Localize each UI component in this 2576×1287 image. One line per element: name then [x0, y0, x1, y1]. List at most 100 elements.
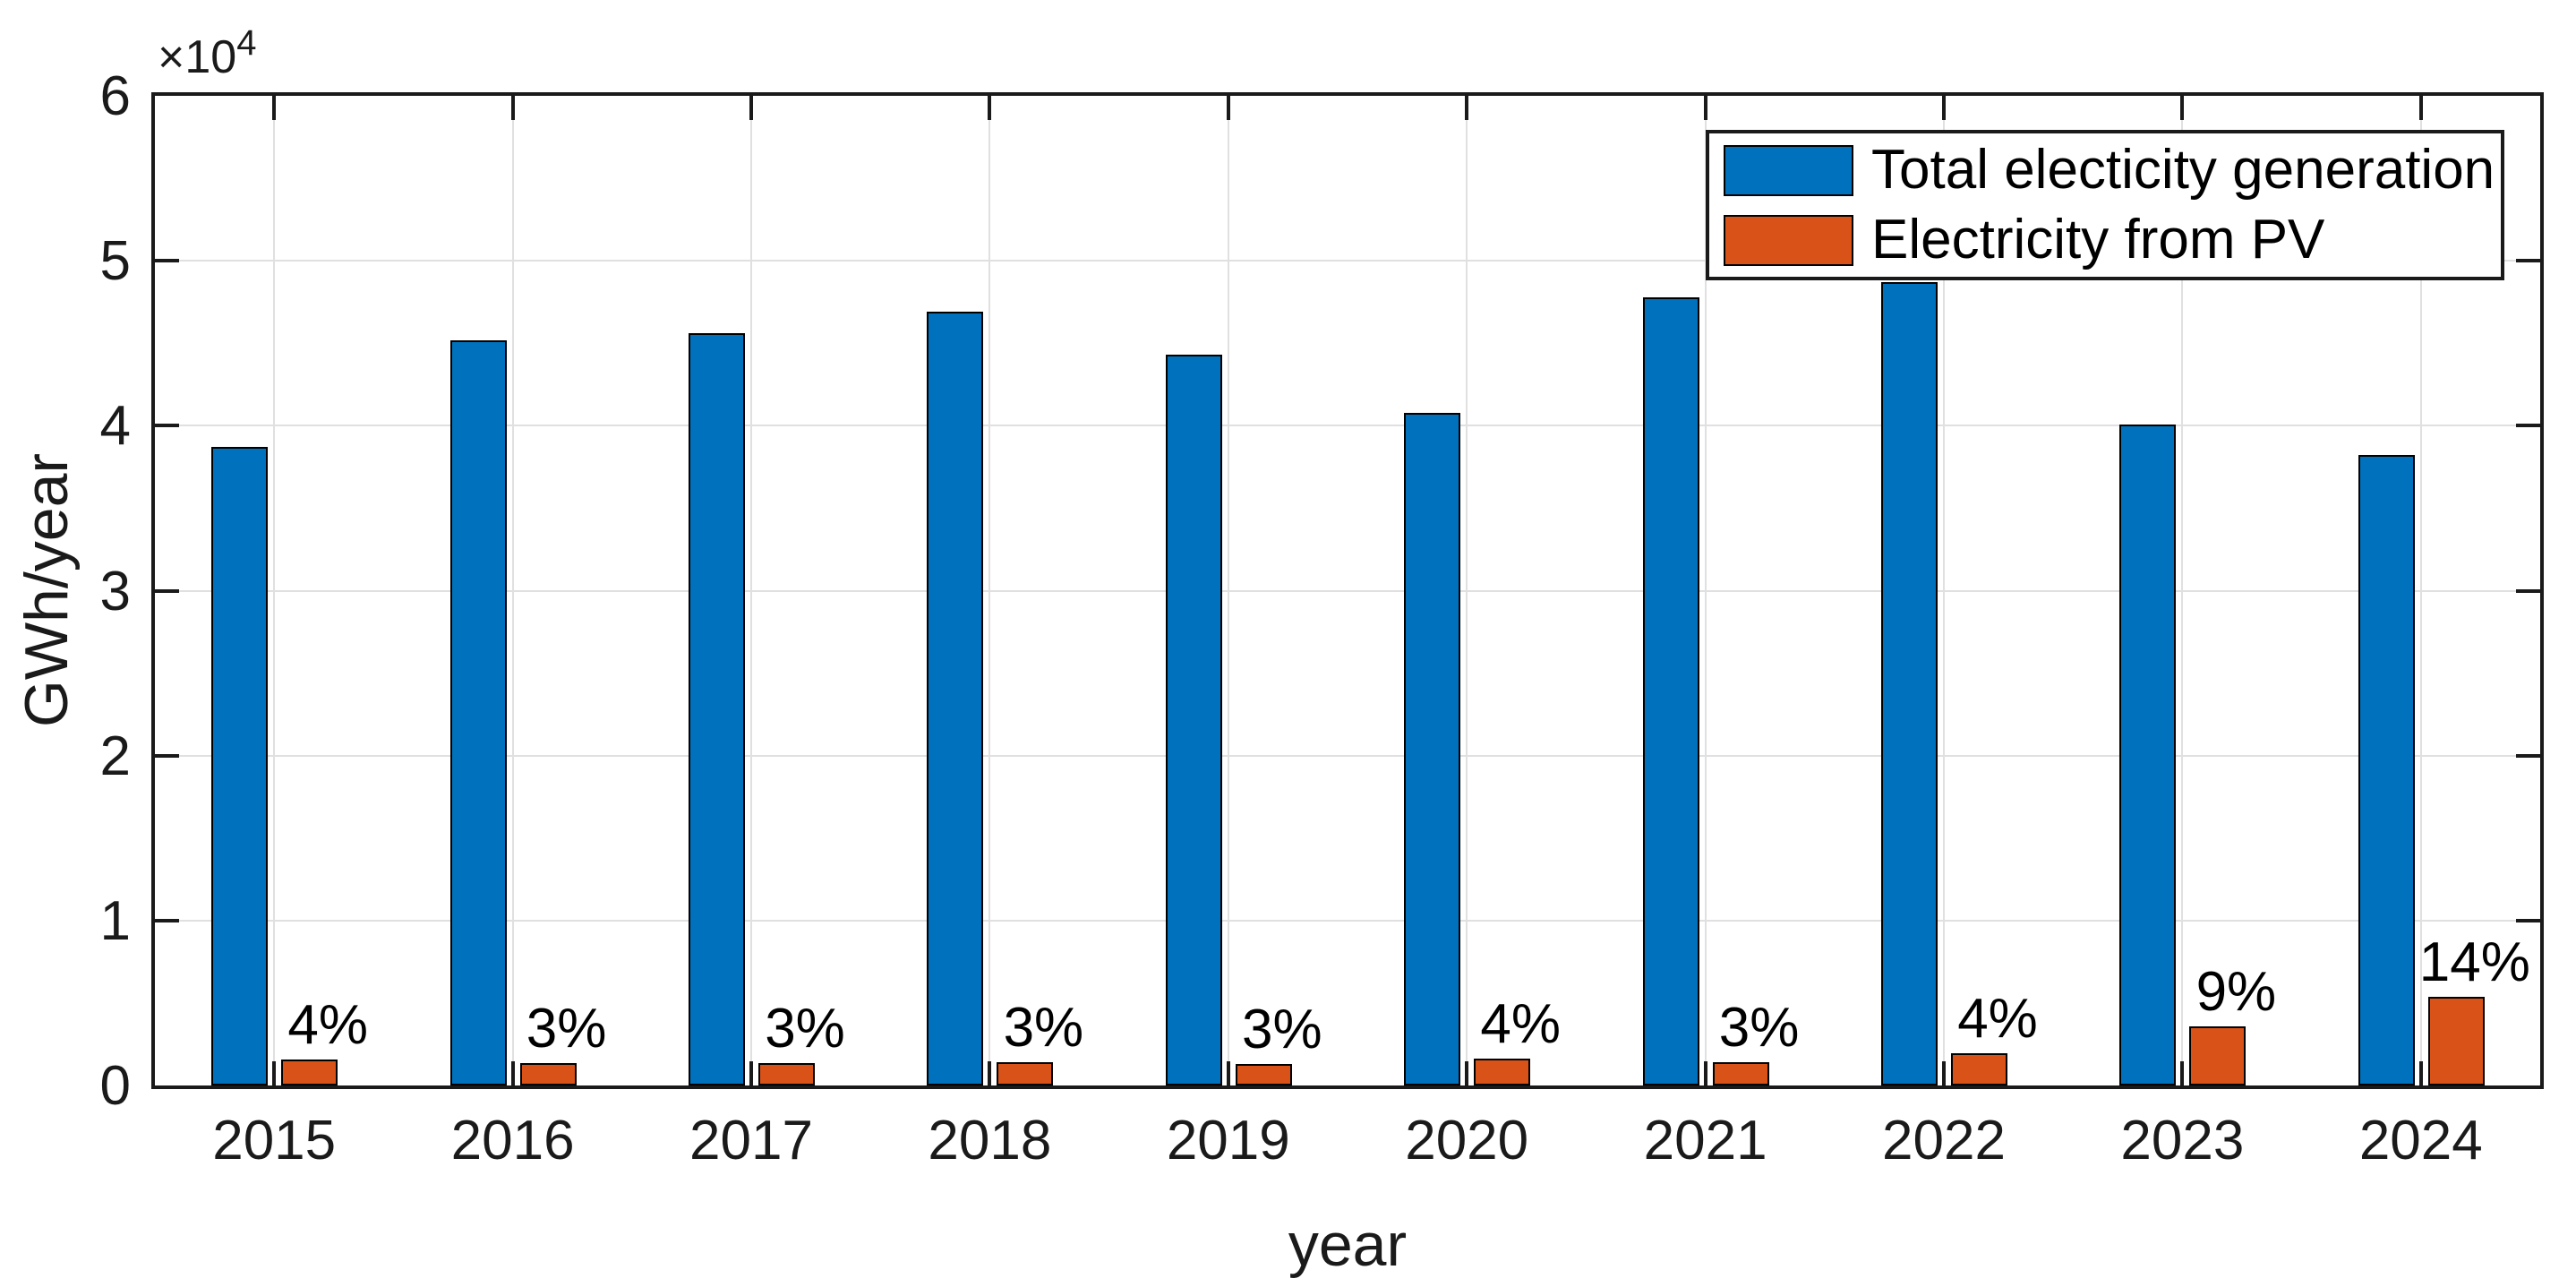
x-tick-label: 2021 — [1643, 1110, 1767, 1171]
tick-x-bottom — [1226, 1061, 1230, 1085]
bar-total-2017 — [689, 333, 745, 1085]
bar-value-label: 3% — [1241, 998, 1322, 1060]
y-tick-label: 6 — [99, 65, 131, 127]
x-tick-label: 2016 — [450, 1110, 575, 1171]
bar-value-label: 9% — [2195, 960, 2277, 1023]
y-tick-label: 5 — [99, 230, 131, 293]
bar-value-label: 4% — [1957, 988, 2038, 1051]
grid-line-x — [511, 96, 514, 1085]
legend-label-pv: Electricity from PV — [1871, 209, 2325, 270]
grid-line-y — [155, 919, 2540, 922]
tick-y-left — [155, 588, 179, 593]
tick-x-top — [2418, 96, 2423, 120]
tick-y-right — [2516, 588, 2540, 593]
grid-line-x — [2419, 96, 2422, 1085]
bar-value-label: 3% — [1718, 996, 1800, 1059]
x-tick-label: 2017 — [689, 1110, 813, 1171]
x-tick-label: 2023 — [2120, 1110, 2245, 1171]
bar-pv-2017 — [758, 1062, 815, 1085]
bar-pv-2019 — [1235, 1063, 1292, 1085]
legend-item-pv: Electricity from PV — [1709, 209, 2501, 270]
tick-x-top — [1226, 96, 1230, 120]
x-tick-label: 2018 — [928, 1110, 1052, 1171]
bar-total-2023 — [2119, 424, 2177, 1085]
x-tick-label: 2015 — [212, 1110, 337, 1171]
y-tick-label: 1 — [99, 889, 131, 952]
tick-x-top — [988, 96, 992, 120]
x-tick-label: 2022 — [1882, 1110, 2006, 1171]
grid-line-x — [1466, 96, 1468, 1085]
grid-line-x — [2181, 96, 2184, 1085]
tick-y-left — [155, 259, 179, 263]
tick-x-bottom — [1465, 1061, 1469, 1085]
x-axis-label: year — [1288, 1211, 1408, 1279]
bar-value-label: 3% — [765, 997, 845, 1060]
y-axis-offset-label: ×104 — [158, 25, 256, 81]
bar-total-2022 — [1881, 282, 1938, 1085]
grid-line-y — [155, 754, 2540, 757]
tick-x-top — [2180, 96, 2185, 120]
bar-total-2015 — [211, 447, 269, 1085]
bar-total-2024 — [2358, 455, 2415, 1085]
tick-x-top — [749, 96, 753, 120]
bar-pv-2018 — [997, 1062, 1054, 1085]
bar-pv-2023 — [2189, 1025, 2247, 1085]
y-tick-label: 4 — [99, 395, 131, 458]
tick-x-bottom — [510, 1061, 515, 1085]
grid-line-x — [1704, 96, 1707, 1085]
legend-swatch-total — [1724, 144, 1853, 196]
tick-x-bottom — [2418, 1061, 2423, 1085]
tick-y-right — [2516, 753, 2540, 758]
tick-y-left — [155, 753, 179, 758]
bar-value-label: 3% — [526, 997, 607, 1060]
tick-y-left — [155, 424, 179, 428]
bar-total-2018 — [927, 312, 984, 1085]
bar-pv-2016 — [519, 1062, 577, 1085]
y-tick-label: 0 — [99, 1055, 131, 1117]
y-tick-label: 3 — [99, 560, 131, 622]
bar-total-2019 — [1165, 355, 1222, 1085]
tick-x-bottom — [1703, 1061, 1707, 1085]
bar-pv-2021 — [1712, 1061, 1769, 1085]
tick-y-right — [2516, 259, 2540, 263]
plot-area: 4% 3% 3% 3% 3% 4% 3% 4% 9% 14% — [151, 92, 2544, 1089]
tick-x-bottom — [272, 1061, 277, 1085]
legend: Total electicity generation Electricity … — [1706, 130, 2504, 280]
bar-pv-2022 — [1951, 1053, 2007, 1085]
grid-line-x — [750, 96, 752, 1085]
x-tick-label: 2019 — [1166, 1110, 1290, 1171]
tick-y-right — [2516, 424, 2540, 428]
bar-pv-2024 — [2427, 997, 2485, 1085]
tick-x-bottom — [988, 1061, 992, 1085]
tick-x-top — [1942, 96, 1946, 120]
grid-line-x — [988, 96, 991, 1085]
grid-line-y — [155, 425, 2540, 427]
grid-line-y — [155, 589, 2540, 592]
bar-value-label: 4% — [287, 994, 368, 1057]
tick-x-top — [510, 96, 515, 120]
tick-x-top — [272, 96, 277, 120]
bar-pv-2015 — [281, 1060, 338, 1085]
bar-total-2021 — [1642, 296, 1699, 1085]
grid-line-x — [1227, 96, 1229, 1085]
bar-total-2020 — [1404, 412, 1461, 1085]
tick-y-right — [2516, 918, 2540, 922]
grid-line-x — [1943, 96, 1945, 1085]
y-tick-label: 2 — [99, 725, 131, 787]
bar-total-2016 — [449, 339, 507, 1085]
tick-y-left — [155, 918, 179, 922]
legend-label-total: Total electicity generation — [1871, 139, 2495, 201]
bar-value-label: 4% — [1480, 992, 1561, 1055]
bar-value-label: 14% — [2418, 931, 2530, 994]
grid-line-y — [155, 260, 2540, 262]
tick-x-bottom — [2180, 1061, 2185, 1085]
tick-x-bottom — [749, 1061, 753, 1085]
legend-item-total: Total electicity generation — [1709, 139, 2501, 201]
legend-swatch-pv — [1724, 214, 1853, 266]
offset-exponent: 4 — [236, 23, 257, 63]
tick-x-bottom — [1942, 1061, 1946, 1085]
tick-x-top — [1703, 96, 1707, 120]
grid-line-x — [273, 96, 276, 1085]
x-tick-label: 2024 — [2358, 1110, 2483, 1171]
